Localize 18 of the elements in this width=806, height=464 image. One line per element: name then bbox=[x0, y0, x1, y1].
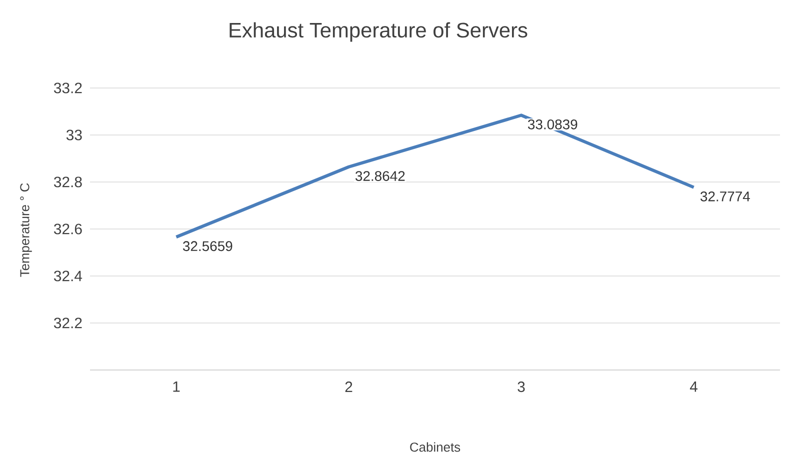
x-tick-label: 2 bbox=[345, 382, 352, 392]
y-tick-label: 32.6 bbox=[54, 224, 82, 234]
y-tick-label: 33 bbox=[66, 130, 82, 140]
data-label: 32.7774 bbox=[700, 191, 750, 202]
y-tick-label: 32.4 bbox=[54, 270, 82, 282]
y-tick-label: 32.8 bbox=[54, 176, 82, 188]
chart-title: Exhaust Temperature of Servers bbox=[230, 22, 528, 42]
x-tick-label: 4 bbox=[690, 382, 698, 392]
x-axis-title: Cabinets bbox=[410, 442, 460, 452]
y-axis-title: Temperature ° C bbox=[20, 183, 32, 277]
x-tick-label: 3 bbox=[518, 382, 525, 392]
y-tick-label: 32.2 bbox=[54, 318, 82, 328]
x-tick-label: 1 bbox=[173, 382, 180, 392]
data-label: 32.8642 bbox=[355, 171, 405, 181]
data-label: 32.5659 bbox=[182, 241, 232, 252]
data-label: 33.0839 bbox=[528, 119, 578, 130]
y-tick-label: 33.2 bbox=[54, 82, 82, 94]
line-series bbox=[174, 114, 696, 239]
